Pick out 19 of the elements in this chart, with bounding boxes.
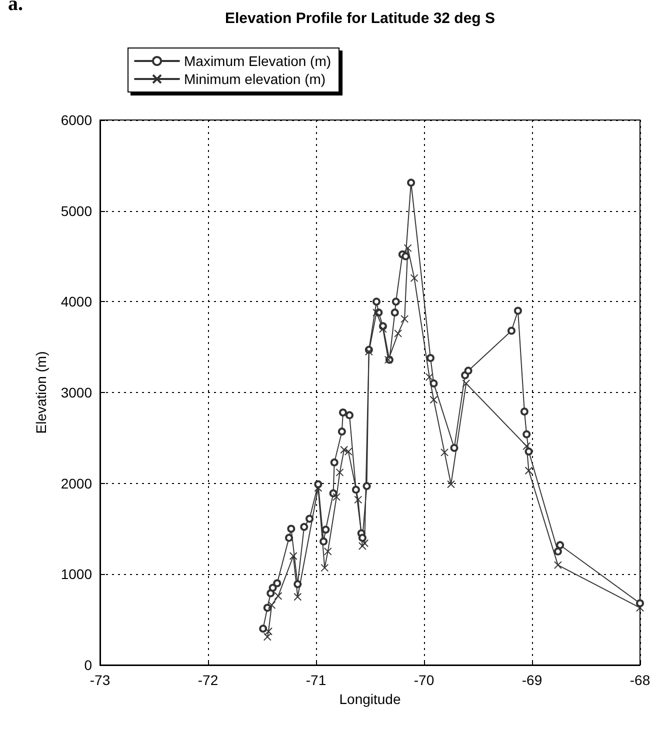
y-tick-label: 2000 [60,475,92,492]
x-tick-label: -71 [306,672,326,688]
y-tick-label: 0 [84,657,92,673]
y-axis-title: Elevation (m) [33,351,49,434]
x-tick-label: -69 [522,672,542,688]
chart-title: Elevation Profile for Latitude 32 deg S [224,10,496,27]
y-tick-label: 5000 [60,202,92,219]
x-tick-label: -72 [198,672,218,688]
y-tick-label: 6000 [60,112,92,128]
y-tick-label: 4000 [60,294,92,310]
x-tick-label: -70 [414,672,434,688]
y-tick-label: 1000 [60,566,92,582]
x-axis-title: Longitude [339,690,401,707]
legend-label: Minimum elevation (m) [184,71,326,87]
text: a. [8,0,23,15]
y-tick-label: 3000 [60,384,92,400]
x-tick-label: -73 [90,672,110,688]
x-tick-label: -68 [630,672,650,688]
legend-label: Maximum Elevation (m) [184,53,332,69]
